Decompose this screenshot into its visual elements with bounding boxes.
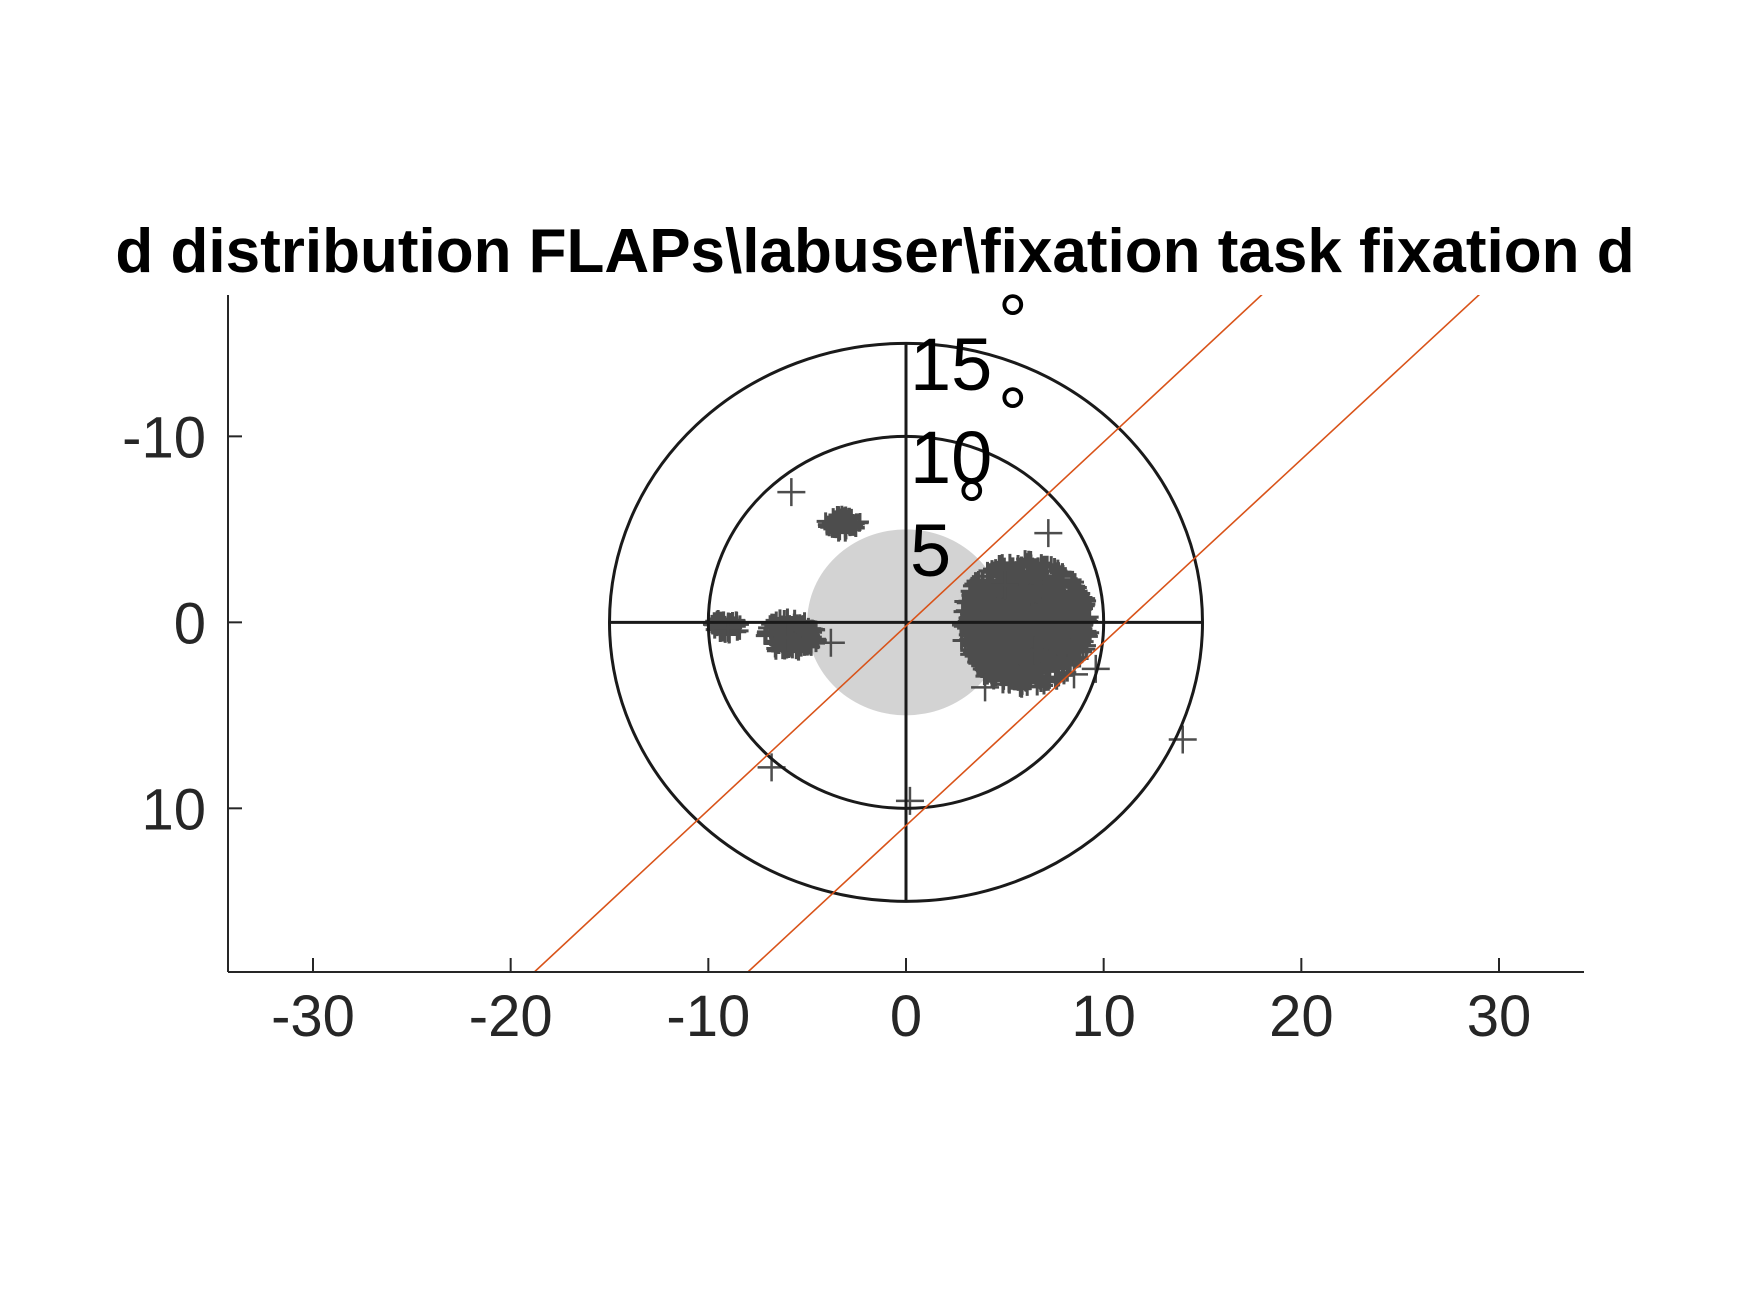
- y-tick-label-2: 10: [141, 777, 206, 842]
- fixation-point-9: [990, 571, 1019, 600]
- fixation-point-8: [1168, 725, 1197, 754]
- y-tick-label-1: 0: [174, 591, 206, 656]
- fixation-point-1: [1034, 519, 1063, 548]
- degree-symbol-15: °: [998, 279, 1028, 362]
- fixation-point-10: [1020, 636, 1049, 665]
- ring-label-5: 5: [910, 509, 951, 592]
- fixation-point-5: [1060, 660, 1089, 689]
- ring-label-15: 15: [910, 323, 992, 406]
- y-tick-label-0: -10: [122, 405, 206, 470]
- x-tick-label-3: 0: [890, 984, 922, 1049]
- x-tick-label-6: 30: [1467, 984, 1532, 1049]
- x-tick-label-0: -30: [271, 984, 355, 1049]
- fixation-point-2: [816, 628, 845, 657]
- fixation-point-3: [971, 673, 1000, 702]
- reference-line-0: [533, 295, 1263, 972]
- x-tick-label-1: -20: [469, 984, 553, 1049]
- degree-symbol-10: °: [998, 372, 1028, 455]
- cluster-markers-1: [755, 608, 827, 661]
- fixation-point-0: [777, 478, 806, 507]
- fixation-point-11: [714, 613, 743, 642]
- fixation-point-12: [773, 623, 802, 652]
- degree-symbol-5: °: [957, 465, 987, 548]
- plot-area: [533, 295, 1481, 972]
- cluster-markers-0: [951, 550, 1100, 698]
- fixation-point-7: [895, 786, 924, 815]
- chart-title: d distribution FLAPs\labuser\fixation ta…: [115, 217, 1634, 286]
- ring-labels: 15°10°5°: [910, 279, 1028, 592]
- ring-label-10: 10: [910, 416, 992, 499]
- x-tick-label-4: 10: [1071, 984, 1136, 1049]
- cluster-markers-3: [816, 505, 869, 542]
- axes: -30 -20 -10 0 10 20 30 -10 0 10: [122, 295, 1584, 1049]
- x-tick-label-2: -10: [666, 984, 750, 1049]
- reference-line-1: [747, 295, 1481, 972]
- x-tick-label-5: 20: [1269, 984, 1334, 1049]
